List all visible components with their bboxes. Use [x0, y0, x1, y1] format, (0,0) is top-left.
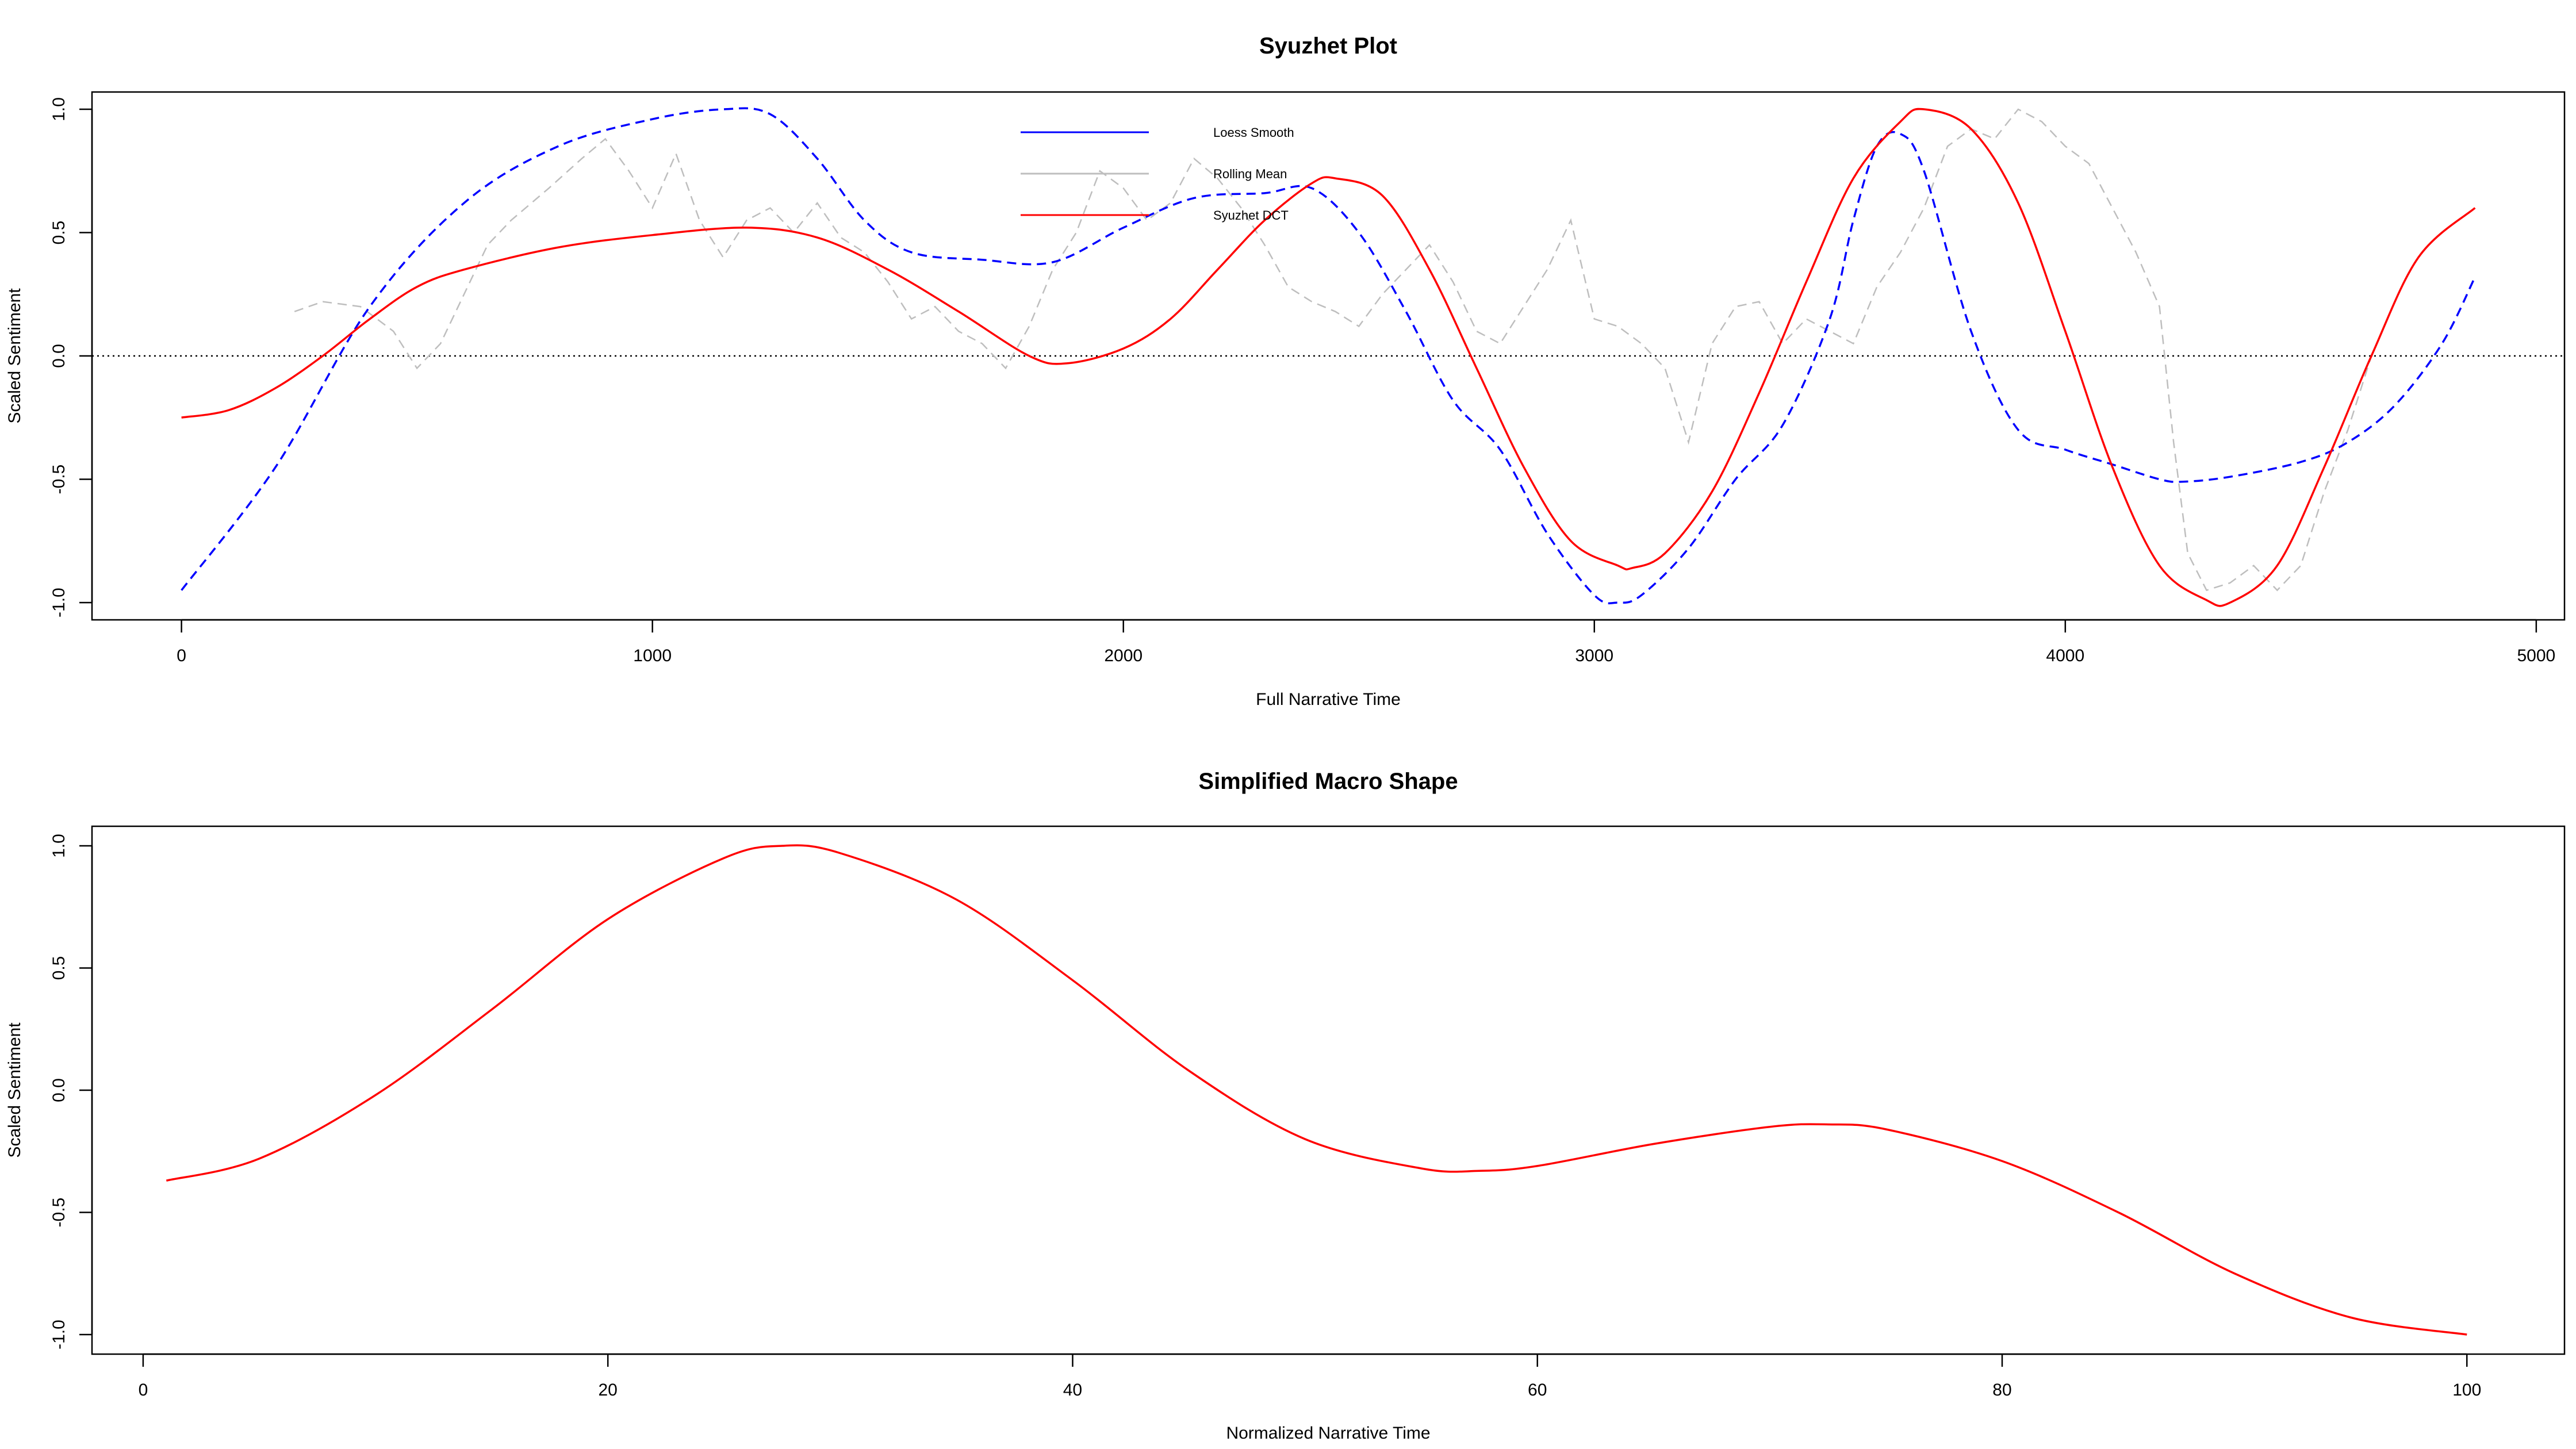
y-tick-label: 0.5: [49, 221, 68, 245]
y-tick-label: 0.0: [49, 1078, 68, 1102]
syuzhet-plot-panel: Syuzhet Plot 0 1000 2000 3000 4000 5000 -1.0-…: [5, 33, 2566, 709]
x-tick-label: 0: [177, 646, 186, 665]
y-tick-label: 1.0: [49, 97, 68, 121]
y-tick-label: 0.0: [49, 344, 68, 368]
y-tick-label: -0.5: [49, 1198, 68, 1228]
legend-label: Loess Smooth: [1213, 125, 1294, 140]
chart-title: Syuzhet Plot: [1259, 33, 1397, 59]
legend-label: Syuzhet DCT: [1213, 208, 1289, 223]
y-tick-label: 0.5: [49, 956, 68, 980]
y-tick-label: -0.5: [49, 465, 68, 494]
x-tick-label: 80: [1992, 1381, 2011, 1400]
x-axis-label: Normalized Narrative Time: [1226, 1424, 1430, 1443]
loess-smooth-series: [181, 107, 2476, 604]
x-axis: 0 20 40 60 80 100: [139, 1353, 2481, 1400]
rolling-mean-series: [294, 108, 2372, 592]
x-tick-label: 60: [1528, 1381, 1547, 1400]
x-tick-label: 1000: [633, 646, 672, 665]
y-axis: -1.0 -0.5 0.0 0.5 1.0: [49, 97, 93, 618]
macro-shape-panel: Simplified Macro Shape 0 20 40 60 80 100 -1.0…: [5, 769, 2566, 1443]
chart-title: Simplified Macro Shape: [1198, 769, 1458, 794]
x-axis: 0 1000 2000 3000 4000 5000: [177, 619, 2555, 665]
x-tick-label: 3000: [1575, 646, 1613, 665]
x-tick-label: 0: [139, 1381, 148, 1400]
series-layer: [166, 844, 2467, 1336]
x-tick-label: 40: [1063, 1381, 1082, 1400]
legend-label: Rolling Mean: [1213, 167, 1287, 181]
y-axis-label: Scaled Sentiment: [5, 1022, 24, 1158]
x-tick-label: 100: [2452, 1381, 2481, 1400]
syuzhet-dct-series: [181, 108, 2476, 607]
y-tick-label: -1.0: [49, 1320, 68, 1350]
y-tick-label: -1.0: [49, 588, 68, 618]
macro-shape-series: [166, 844, 2467, 1336]
x-tick-label: 2000: [1104, 646, 1143, 665]
x-axis-label: Full Narrative Time: [1256, 690, 1401, 709]
x-tick-label: 5000: [2517, 646, 2555, 665]
legend: Loess Smooth Rolling Mean Syuzhet DCT: [1021, 125, 1294, 223]
series-layer: [181, 107, 2476, 607]
y-axis-label: Scaled Sentiment: [5, 288, 24, 424]
x-tick-label: 20: [598, 1381, 617, 1400]
y-axis: -1.0 -0.5 0.0 0.5 1.0: [49, 834, 93, 1350]
x-tick-label: 4000: [2046, 646, 2084, 665]
y-tick-label: 1.0: [49, 834, 68, 858]
